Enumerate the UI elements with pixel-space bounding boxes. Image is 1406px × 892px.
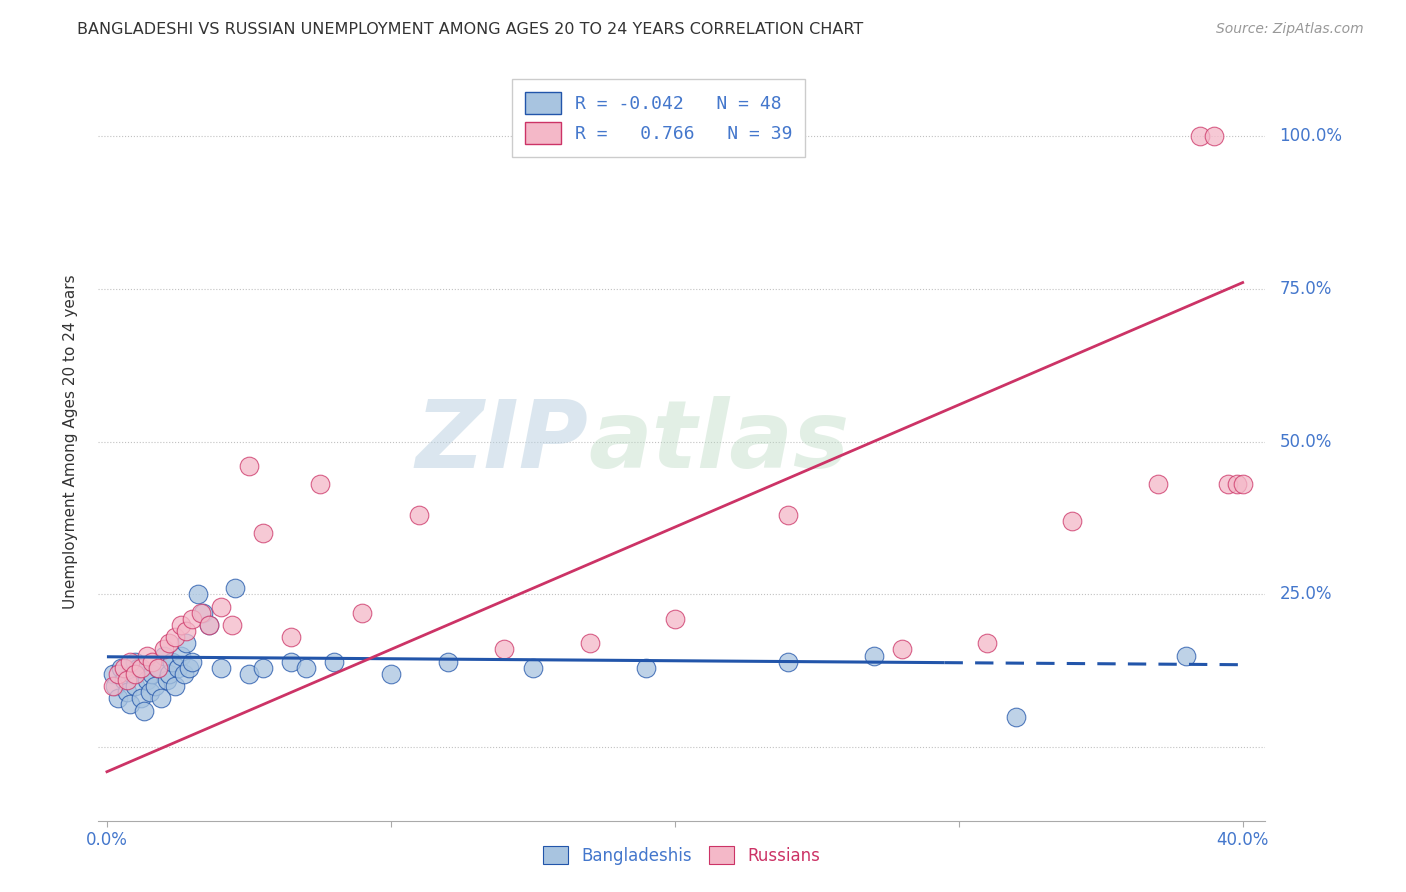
Point <box>157 666 180 681</box>
Point <box>127 661 149 675</box>
Point <box>309 477 332 491</box>
Point <box>152 642 174 657</box>
Point <box>408 508 430 522</box>
Point <box>124 679 146 693</box>
Point <box>1218 477 1240 491</box>
Point <box>664 612 686 626</box>
Legend: Bangladeshis, Russians: Bangladeshis, Russians <box>536 838 828 873</box>
Point <box>152 648 174 663</box>
Point <box>110 661 132 675</box>
Point <box>115 685 138 699</box>
Point <box>107 691 129 706</box>
Point <box>135 648 157 663</box>
Point <box>170 618 193 632</box>
Point <box>121 666 143 681</box>
Point <box>224 582 246 596</box>
Point <box>118 698 141 712</box>
Point <box>1226 477 1249 491</box>
Point <box>141 655 163 669</box>
Point <box>170 648 193 663</box>
Point <box>209 661 232 675</box>
Point <box>173 666 195 681</box>
Point <box>167 661 190 675</box>
Point <box>112 673 135 687</box>
Text: BANGLADESHI VS RUSSIAN UNEMPLOYMENT AMONG AGES 20 TO 24 YEARS CORRELATION CHART: BANGLADESHI VS RUSSIAN UNEMPLOYMENT AMON… <box>77 22 863 37</box>
Point <box>636 661 658 675</box>
Point <box>494 642 516 657</box>
Point <box>198 618 221 632</box>
Point <box>107 666 129 681</box>
Point <box>976 636 998 650</box>
Point <box>352 606 374 620</box>
Point <box>436 655 458 669</box>
Point <box>101 666 124 681</box>
Point <box>104 679 127 693</box>
Point <box>778 508 800 522</box>
Point <box>280 655 302 669</box>
Point <box>115 673 138 687</box>
Point <box>862 648 884 663</box>
Point <box>112 661 135 675</box>
Point <box>891 642 914 657</box>
Point <box>157 636 180 650</box>
Point <box>1004 709 1026 723</box>
Point <box>252 661 274 675</box>
Point <box>1062 514 1084 528</box>
Text: 50.0%: 50.0% <box>1279 433 1331 450</box>
Point <box>124 655 146 669</box>
Point <box>146 661 169 675</box>
Text: atlas: atlas <box>589 395 849 488</box>
Point <box>323 655 346 669</box>
Text: 100.0%: 100.0% <box>1279 127 1343 145</box>
Point <box>132 704 155 718</box>
Text: 75.0%: 75.0% <box>1279 280 1331 298</box>
Point <box>118 655 141 669</box>
Point <box>176 636 198 650</box>
Point <box>380 666 402 681</box>
Point <box>146 661 169 675</box>
Point <box>143 679 166 693</box>
Point <box>135 673 157 687</box>
Point <box>190 606 212 620</box>
Point <box>238 458 260 473</box>
Point <box>252 526 274 541</box>
Point <box>165 630 187 644</box>
Point <box>176 624 198 639</box>
Point <box>578 636 600 650</box>
Point <box>778 655 800 669</box>
Point <box>181 655 204 669</box>
Point <box>1174 648 1197 663</box>
Point <box>165 679 187 693</box>
Point <box>294 661 316 675</box>
Point <box>1146 477 1168 491</box>
Point <box>149 691 172 706</box>
Point <box>209 599 232 614</box>
Point <box>129 691 152 706</box>
Point <box>1204 128 1226 143</box>
Point <box>198 618 221 632</box>
Point <box>193 606 215 620</box>
Point <box>221 618 243 632</box>
Point <box>187 587 209 601</box>
Point <box>155 673 177 687</box>
Point <box>101 679 124 693</box>
Point <box>138 685 160 699</box>
Point <box>181 612 204 626</box>
Text: Source: ZipAtlas.com: Source: ZipAtlas.com <box>1216 22 1364 37</box>
Point <box>179 661 201 675</box>
Point <box>124 666 146 681</box>
Point <box>141 666 163 681</box>
Point <box>280 630 302 644</box>
Point <box>1189 128 1212 143</box>
Text: ZIP: ZIP <box>416 395 589 488</box>
Point <box>522 661 544 675</box>
Point <box>162 655 184 669</box>
Point <box>1232 477 1254 491</box>
Y-axis label: Unemployment Among Ages 20 to 24 years: Unemployment Among Ages 20 to 24 years <box>63 274 77 609</box>
Point <box>238 666 260 681</box>
Point <box>129 661 152 675</box>
Text: 25.0%: 25.0% <box>1279 585 1331 603</box>
